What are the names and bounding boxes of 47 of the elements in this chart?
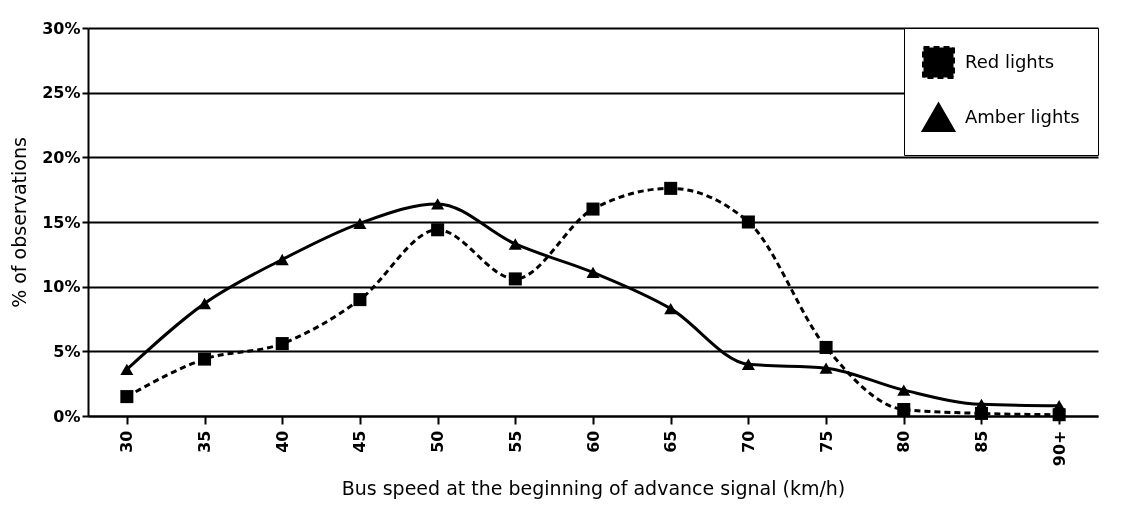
point bbox=[120, 390, 134, 404]
x-tick-label: 90+ bbox=[1049, 430, 1069, 467]
point bbox=[741, 215, 755, 229]
x-tick-label: 45 bbox=[350, 430, 370, 453]
x-tick-label: 80 bbox=[894, 430, 914, 453]
point bbox=[275, 253, 289, 266]
point bbox=[431, 198, 445, 210]
point bbox=[897, 403, 911, 417]
x-tick-label: 55 bbox=[505, 430, 525, 453]
point bbox=[198, 297, 212, 310]
x-axis-title: Bus speed at the beginning of advance signal (km/h) bbox=[341, 477, 846, 500]
y-tick-label: 15% bbox=[42, 212, 81, 232]
legend-label: Red lights bbox=[965, 50, 1055, 72]
point bbox=[275, 337, 289, 351]
x-tick-label: 75 bbox=[816, 430, 836, 453]
x-tick-label: 60 bbox=[583, 430, 603, 453]
x-tick-label: 70 bbox=[738, 430, 758, 453]
y-tick-label: 30% bbox=[42, 18, 81, 38]
x-tick-label: 35 bbox=[195, 430, 215, 453]
point bbox=[664, 181, 678, 195]
x-tick-label: 30 bbox=[117, 430, 137, 453]
point bbox=[1052, 400, 1066, 412]
point bbox=[508, 272, 522, 286]
point bbox=[431, 223, 445, 237]
point bbox=[353, 217, 367, 229]
point bbox=[897, 384, 911, 396]
y-tick-label: 10% bbox=[42, 277, 81, 297]
y-axis-title: % of observations bbox=[8, 137, 31, 308]
point bbox=[741, 358, 755, 370]
x-tick-label: 40 bbox=[272, 430, 292, 453]
y-tick-label: 20% bbox=[42, 147, 81, 167]
point bbox=[586, 202, 600, 216]
point bbox=[819, 362, 833, 374]
point bbox=[664, 303, 678, 315]
point bbox=[508, 238, 522, 250]
point bbox=[353, 293, 367, 307]
x-tick-label: 50 bbox=[428, 430, 448, 453]
y-tick-label: 25% bbox=[42, 83, 81, 103]
x-tick-label: 85 bbox=[971, 430, 991, 453]
y-tick-label: 5% bbox=[53, 341, 81, 361]
y-tick-label: 0% bbox=[53, 406, 81, 426]
x-tick-label: 65 bbox=[661, 430, 681, 453]
point bbox=[586, 266, 600, 279]
point bbox=[819, 340, 833, 354]
point bbox=[198, 352, 212, 366]
legend-label: Amber lights bbox=[965, 105, 1080, 127]
point bbox=[120, 363, 134, 376]
